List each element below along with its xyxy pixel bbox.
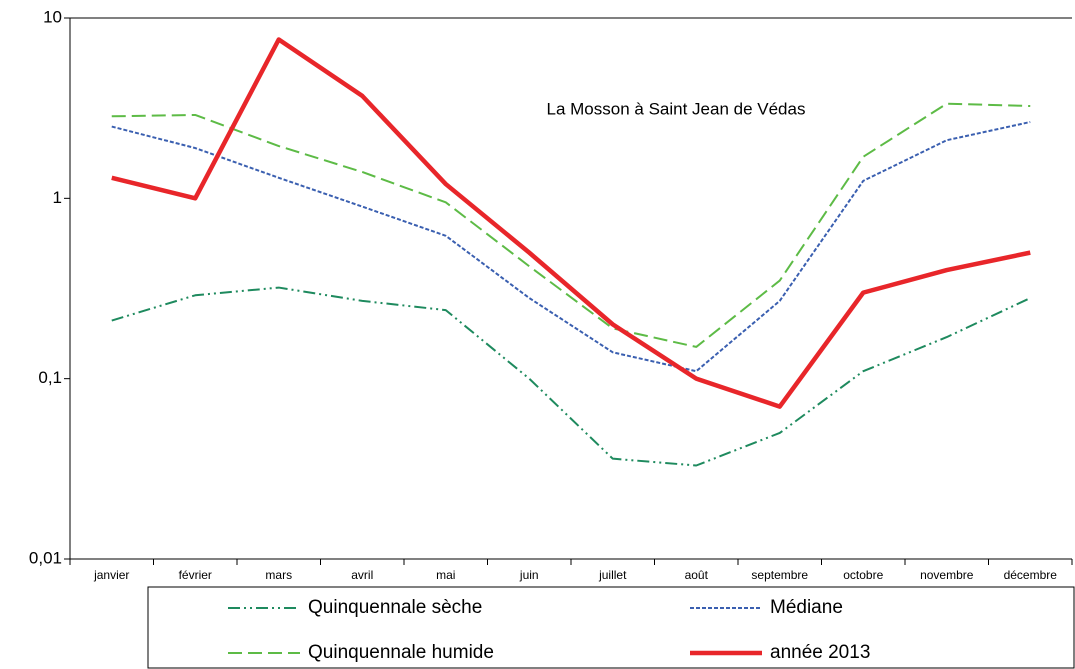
series-line: [111, 37, 1031, 409]
chart-title: La Mosson à Saint Jean de Védas: [547, 99, 806, 118]
x-tick-label: octobre: [843, 568, 883, 582]
legend-label: Quinquennale sèche: [308, 597, 482, 618]
y-tick-label: 10: [43, 7, 62, 26]
legend-box: [147, 586, 1075, 669]
x-tick-label: août: [685, 568, 709, 582]
legend-label: Médiane: [770, 597, 843, 618]
y-tick-label: 0,1: [38, 368, 62, 387]
legend-label: année 2013: [770, 642, 870, 663]
x-tick-label: novembre: [920, 568, 974, 582]
series-line: [111, 121, 1031, 373]
legend-label: Quinquennale humide: [308, 642, 494, 663]
y-tick-label: 0,01: [29, 548, 62, 567]
x-tick-label: juillet: [598, 568, 627, 582]
x-tick-label: janvier: [93, 568, 129, 582]
x-tick-label: septembre: [751, 568, 808, 582]
series-line: [111, 286, 1031, 467]
y-tick-label: 1: [53, 188, 62, 207]
x-tick-label: décembre: [1004, 568, 1058, 582]
x-tick-label: juin: [519, 568, 539, 582]
series-line: [111, 102, 1031, 348]
x-tick-label: mai: [436, 568, 455, 582]
x-tick-label: avril: [351, 568, 373, 582]
x-tick-label: février: [179, 568, 212, 582]
x-tick-label: mars: [265, 568, 292, 582]
